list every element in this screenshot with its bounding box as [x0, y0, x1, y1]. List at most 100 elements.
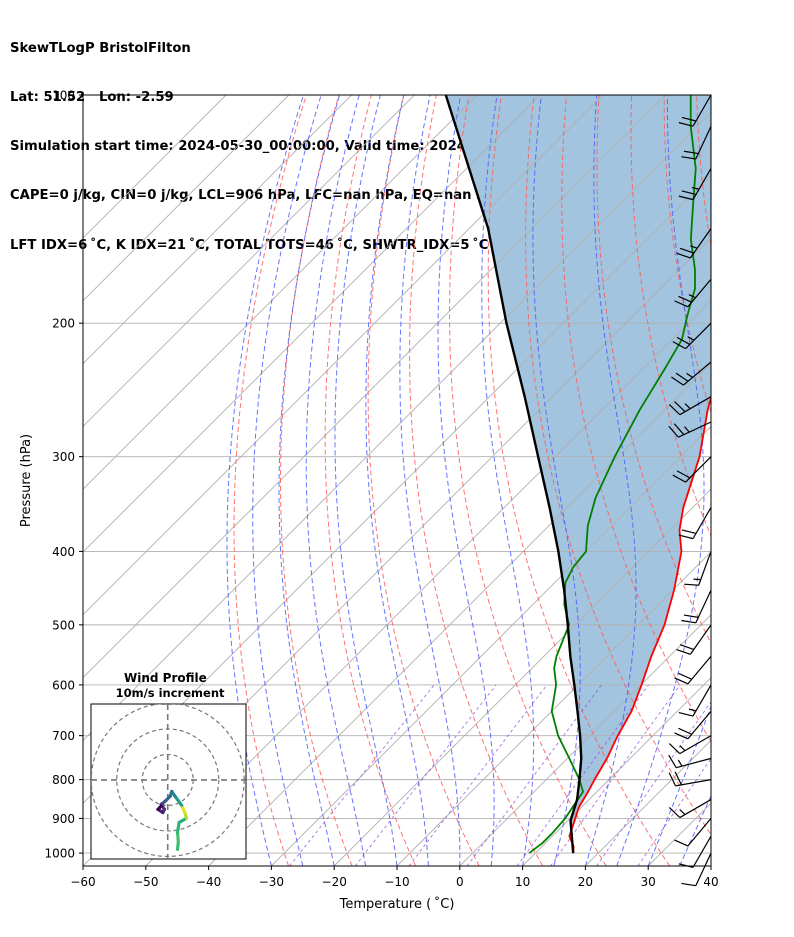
- wind-barb: [668, 771, 712, 787]
- chart-title: SkewTLogP BristolFilton: [10, 40, 191, 56]
- isotherm-line: [271, 425, 711, 866]
- mixing-ratio-line: [289, 684, 435, 866]
- y-tick-label: 200: [52, 317, 75, 331]
- inset-title: Wind Profile: [124, 671, 207, 685]
- moist-adiabat: [584, 95, 637, 866]
- wind-barb: [674, 655, 712, 685]
- moist-adiabat: [252, 95, 322, 866]
- hodograph-segment: [156, 804, 163, 811]
- moist-adiabat: [647, 704, 711, 866]
- isotherm-line: [83, 95, 478, 490]
- wind-barb: [674, 278, 712, 308]
- x-tick-label: −50: [133, 875, 158, 889]
- y-tick-label: 900: [52, 812, 75, 826]
- mixing-ratio-line: [516, 684, 649, 866]
- dry-adiabat: [762, 95, 794, 866]
- moist-adiabat: [616, 95, 705, 866]
- wind-barb: [678, 507, 712, 540]
- y-tick-label: 1000: [44, 847, 75, 861]
- wind-barb: [681, 852, 712, 887]
- parcel-profile-line: [444, 95, 583, 854]
- isotherm-line: [83, 111, 711, 742]
- mixing-ratio-line: [637, 757, 711, 866]
- wind-barb: [678, 684, 712, 717]
- mixing-ratio-line: [354, 684, 497, 866]
- x-axis-label: Temperature ( ˚C): [339, 896, 455, 912]
- x-tick-label: −40: [196, 875, 221, 889]
- y-tick-label: 100: [52, 89, 75, 103]
- wind-barb: [668, 735, 712, 755]
- dry-adiabat: [409, 95, 544, 866]
- isotherm-line: [208, 362, 711, 866]
- moist-adiabat: [710, 864, 711, 866]
- x-tick-label: 10: [515, 875, 530, 889]
- mixing-ratio-line: [550, 684, 681, 866]
- hodograph-segment: [173, 794, 184, 807]
- moist-adiabat: [437, 95, 495, 866]
- dry-adiabat: [449, 95, 607, 866]
- x-tick-label: −60: [70, 875, 95, 889]
- isotherm-line: [83, 95, 290, 302]
- plot-area: [83, 95, 794, 866]
- wind-barb: [668, 421, 712, 438]
- wind-barb: [684, 551, 712, 586]
- isotherm-line: [83, 95, 415, 428]
- hodograph-segment: [175, 820, 181, 834]
- wind-barb: [674, 818, 712, 847]
- dry-adiabat: [663, 95, 711, 414]
- y-tick-label: 500: [52, 618, 75, 632]
- dry-adiabat: [233, 95, 307, 866]
- moist-adiabat: [334, 95, 398, 866]
- moist-adiabat: [399, 95, 461, 866]
- dry-adiabat: [487, 95, 671, 866]
- station-location: Lat: 51.52 Lon: -2.59: [10, 90, 174, 106]
- mixing-ratio-line: [408, 684, 548, 866]
- mixing-ratio-line: [466, 684, 602, 866]
- wind-barb: [676, 624, 712, 655]
- wind-barb: [681, 126, 712, 160]
- dry-adiabat: [280, 95, 353, 866]
- y-axis-label: Pressure (hPa): [19, 434, 34, 527]
- wind-barb: [668, 799, 712, 819]
- cape-shading: [445, 95, 711, 847]
- moist-adiabat: [305, 95, 367, 866]
- wind-barb: [678, 94, 712, 127]
- wind-barb: [681, 589, 712, 624]
- x-tick-label: −10: [384, 875, 409, 889]
- isotherm-line: [710, 865, 711, 866]
- isotherm-line: [333, 488, 711, 866]
- wind-barb: [674, 710, 712, 740]
- wind-barb: [672, 322, 712, 350]
- dewpoint-profile-line: [528, 95, 697, 854]
- moist-adiabat: [278, 95, 341, 866]
- moist-adiabat: [532, 95, 581, 866]
- wind-barb: [676, 228, 712, 259]
- isotherm-line: [83, 95, 227, 239]
- moist-adiabat: [365, 95, 429, 866]
- wind-barb: [672, 456, 712, 483]
- isotherm-line: [522, 676, 711, 866]
- dry-adiabat: [729, 95, 794, 866]
- wind-barb: [668, 396, 712, 416]
- y-tick-label: 600: [52, 678, 75, 692]
- moist-adiabat: [481, 95, 535, 866]
- isotherm-line: [459, 614, 711, 866]
- wind-barb: [678, 835, 712, 868]
- isotherm-line: [396, 551, 711, 866]
- x-tick-label: 0: [456, 875, 464, 889]
- x-tick-label: 20: [578, 875, 593, 889]
- isotherm-line: [83, 95, 541, 553]
- y-tick-label: 800: [52, 773, 75, 787]
- y-tick-label: 700: [52, 729, 75, 743]
- dry-adiabat: [596, 95, 711, 645]
- dry-adiabat: [324, 95, 417, 866]
- isotherm-line: [83, 95, 352, 365]
- wind-barb: [678, 168, 712, 201]
- dry-adiabat: [367, 95, 480, 866]
- y-tick-label: 400: [52, 545, 75, 559]
- x-tick-label: 40: [703, 875, 718, 889]
- mixing-ratio-line: [596, 701, 711, 866]
- inset-subtitle: 10m/s increment: [116, 686, 225, 700]
